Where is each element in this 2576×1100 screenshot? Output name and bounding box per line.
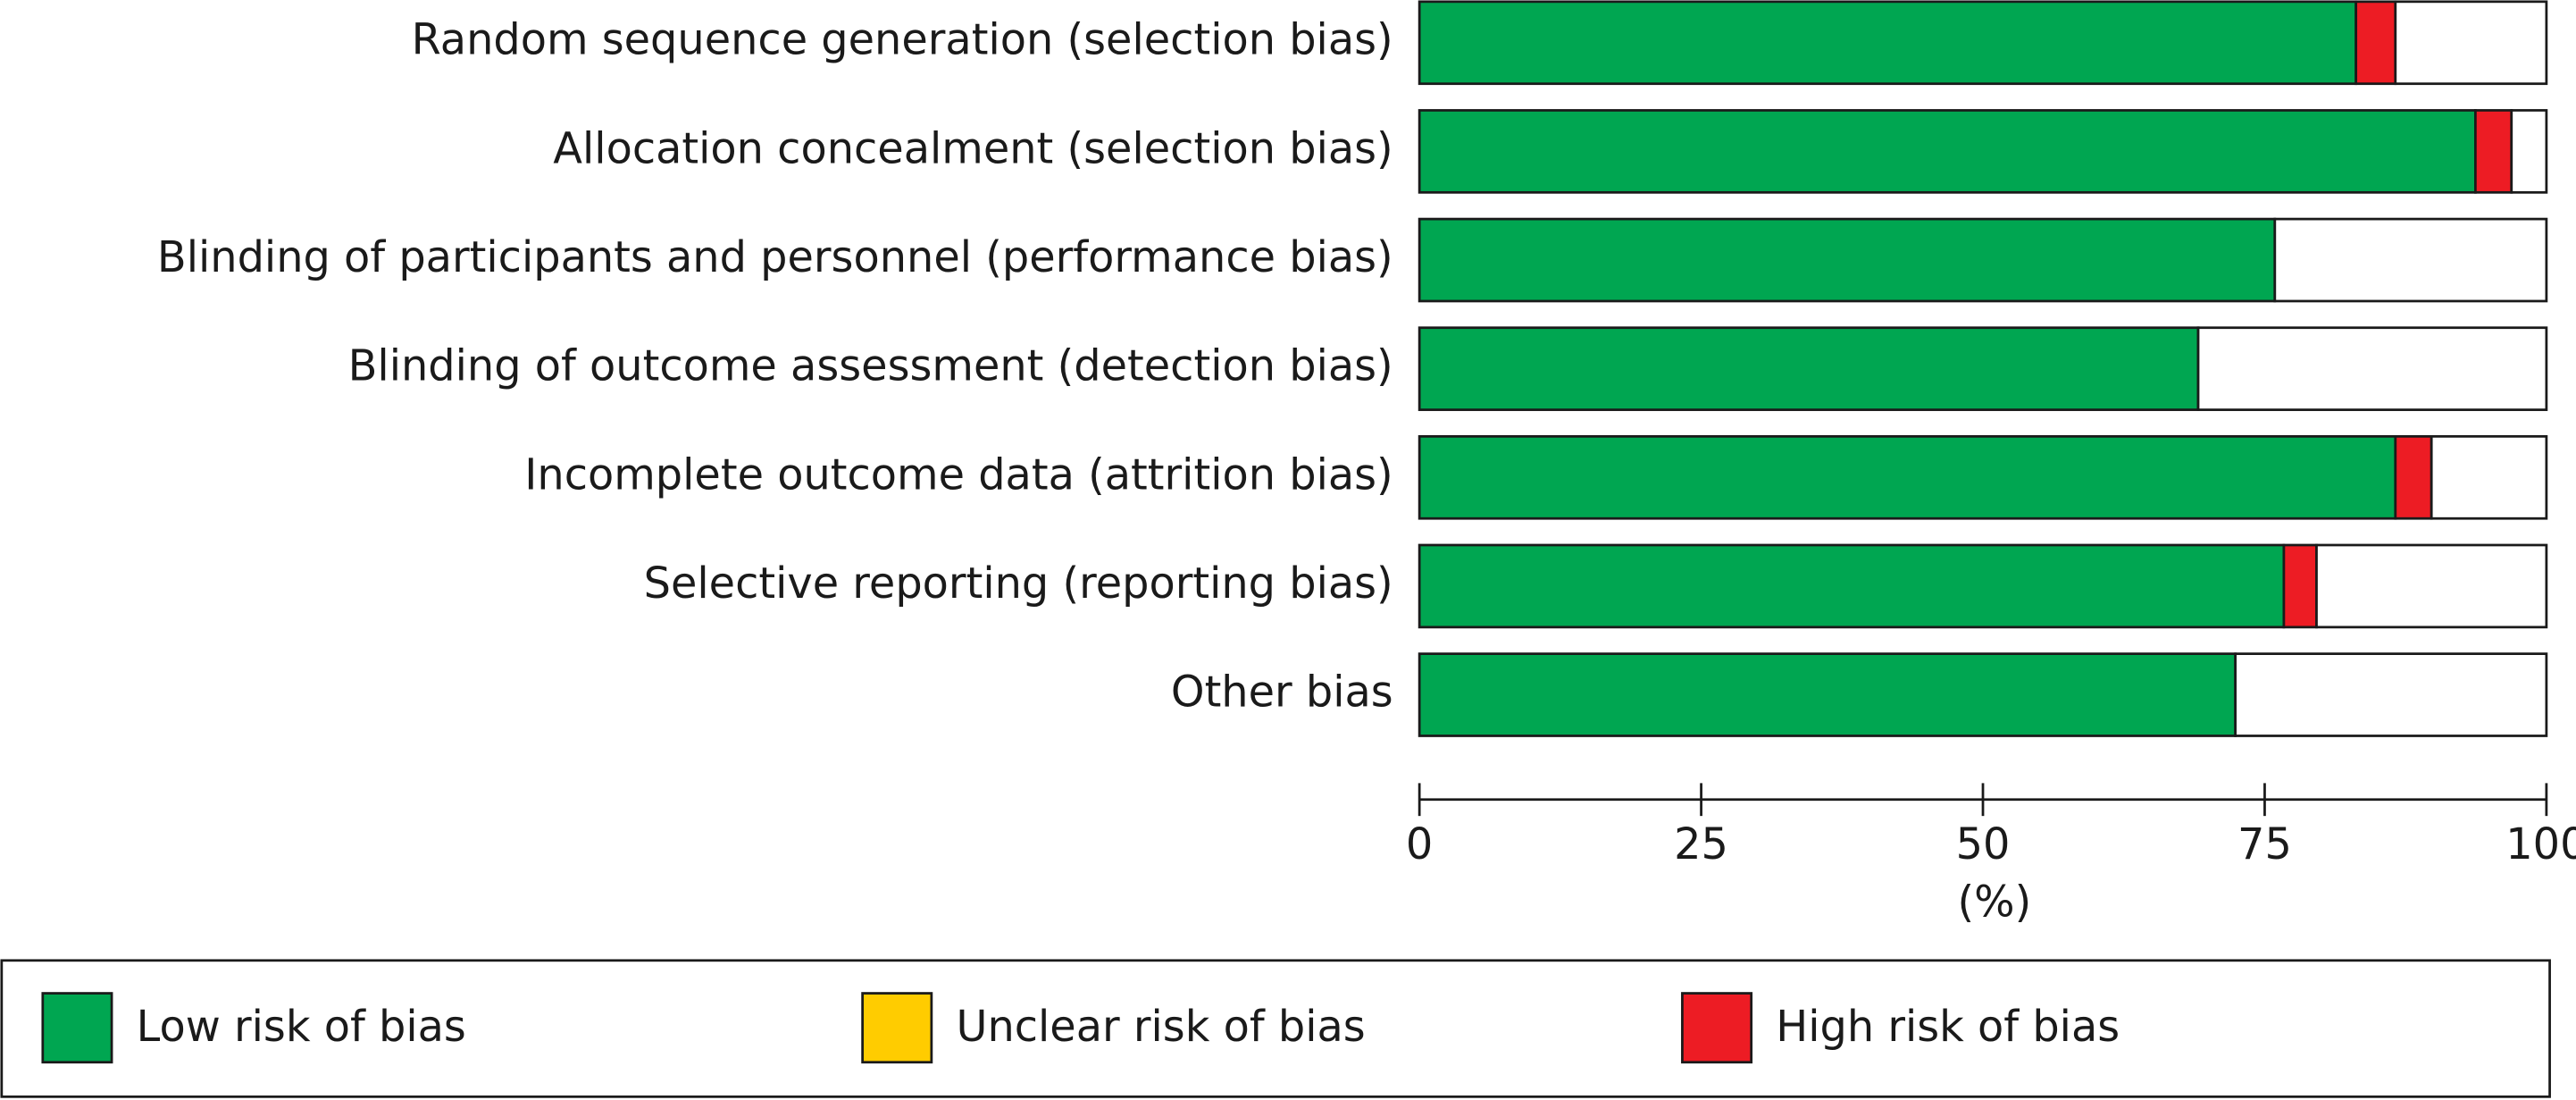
legend-swatch [41,992,113,1064]
bar-segment [2282,543,2318,629]
category-label: Blinding of participants and personnel (… [157,233,1393,282]
bar-segment [1418,652,2237,737]
bar-segment [2354,0,2397,86]
bar-segment [1418,434,2397,520]
category-label: Allocation concealment (selection bias) [553,124,1393,173]
bar-segment [2196,326,2548,411]
legend-box [0,959,2551,1098]
bar-segment [2474,109,2513,194]
category-label: Other bias [1171,668,1393,718]
legend-label: High risk of bias [1776,1003,2120,1052]
category-label: Random sequence generation (selection bi… [412,16,1393,65]
bar-segment [1418,543,2286,629]
bar-segment [2273,217,2548,303]
x-tick-label: 100 [2505,820,2576,869]
bar-segment [2430,434,2548,520]
bar-segment [1418,217,2277,303]
legend-label: Low risk of bias [137,1003,466,1052]
category-label: Blinding of outcome assessment (detectio… [348,342,1393,391]
legend-swatch [861,992,933,1064]
bar-segment [1418,326,2200,411]
bar-segment [1418,0,2358,86]
legend-label: Unclear risk of bias [956,1003,1365,1052]
category-label: Selective reporting (reporting bias) [644,559,1393,609]
x-axis-label: (%) [1958,877,2032,927]
bar-segment [2394,434,2433,520]
bar-segment [2394,0,2548,86]
bar-segment [2510,109,2548,194]
bar-segment [2234,652,2548,737]
x-tick-label: 0 [1406,820,1433,869]
bar-segment [2315,543,2548,629]
x-tick-label: 75 [2237,820,2292,869]
x-tick-label: 50 [1956,820,2011,869]
x-tick-label: 25 [1674,820,1728,869]
category-label: Incomplete outcome data (attrition bias) [524,450,1393,500]
legend-swatch [1681,992,1753,1064]
bar-segment [1418,109,2477,194]
